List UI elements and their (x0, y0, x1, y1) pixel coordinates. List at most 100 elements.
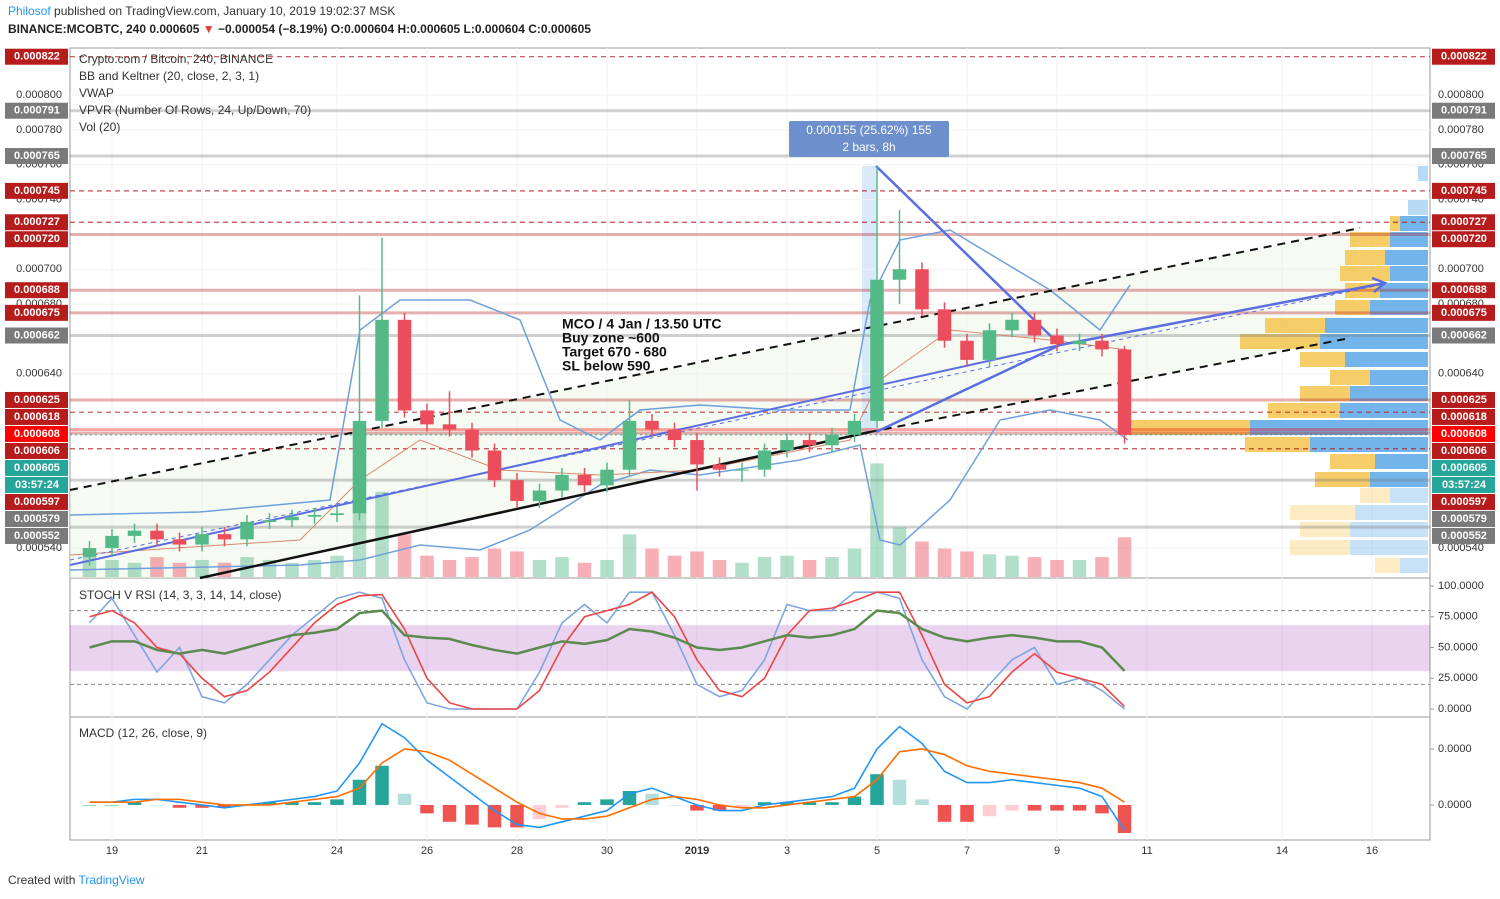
histogram-bar (1005, 804, 1019, 811)
channel-fill (70, 228, 1360, 578)
volume-bar (127, 562, 142, 577)
volume-bar (285, 562, 299, 577)
trend-line (69, 344, 1061, 566)
price-box-label: 0.000625 (1441, 394, 1487, 406)
price-box (1432, 48, 1495, 65)
volume-bar (420, 555, 434, 577)
series-line (89, 609, 1126, 672)
candle-body (1005, 319, 1019, 331)
price-box (5, 304, 68, 321)
candle-body (600, 469, 614, 486)
price-box (5, 214, 68, 231)
footer-brand: TradingView (78, 873, 145, 887)
price-box (1432, 408, 1495, 425)
candle-body (150, 530, 164, 540)
volume-bar (892, 527, 907, 577)
volume-bar (1072, 559, 1087, 577)
symbol: BINANCE:MCOBTC, 240 (8, 22, 147, 36)
idea-text: Buy zone ~600 (562, 330, 660, 346)
volume-bar (465, 557, 479, 577)
histogram-bar (960, 804, 974, 822)
profile-down (1375, 454, 1428, 469)
histogram-bar (892, 779, 907, 805)
volume-bar (870, 463, 884, 577)
candle-body (487, 450, 502, 481)
price-box-label: 0.000597 (14, 496, 60, 508)
price-box (5, 102, 68, 119)
price-box-label: 0.000608 (14, 428, 60, 440)
profile-up (1300, 352, 1345, 367)
histogram-bar (1095, 804, 1109, 814)
y-tick-label: 0.000780 (16, 124, 62, 136)
price-box-label: 0.000822 (1441, 51, 1487, 63)
symbol-line: BINANCE:MCOBTC, 240 0.000605 ▼ −0.000054… (8, 22, 591, 36)
histogram-bar (172, 804, 187, 808)
candles (82, 166, 1132, 566)
volume-bar (442, 559, 457, 577)
candle-body (397, 319, 412, 411)
levels (70, 56, 1430, 529)
candle-body (937, 309, 952, 341)
ohlc: O:0.000604 H:0.000605 L:0.000604 C:0.000… (330, 22, 591, 36)
volume-bar (712, 559, 727, 577)
channel-upper (69, 227, 1361, 491)
x-tick-label: 2019 (685, 845, 709, 857)
histogram-bar (285, 802, 299, 805)
volume-bar (802, 559, 817, 577)
price-box (5, 231, 68, 248)
price-box-label: 0.000608 (1441, 428, 1487, 440)
x-tick-label: 5 (874, 845, 880, 857)
volume-bar (780, 555, 794, 577)
histogram-bar (397, 793, 412, 805)
profile-down (1408, 200, 1428, 215)
candle-body (82, 548, 97, 557)
price-box (5, 148, 68, 165)
rsi-band (69, 624, 1431, 672)
x-tick-label: 7 (964, 845, 970, 857)
volume-bar (397, 534, 412, 577)
volume-bar (690, 551, 704, 577)
profile-down (1350, 522, 1428, 537)
profile-up (1335, 300, 1370, 315)
price-box-label: 0.000579 (1441, 513, 1487, 525)
volume-bar (757, 557, 772, 577)
measure-text: 2 bars, 8h (842, 140, 895, 154)
price-box (5, 476, 68, 493)
candle-body (442, 424, 457, 430)
x-tick-label: 21 (196, 845, 208, 857)
histogram-bar (262, 802, 277, 805)
price-box (1432, 493, 1495, 510)
profile-down (1400, 216, 1428, 231)
candle-body (667, 429, 682, 441)
x-tick-label: 9 (1054, 845, 1060, 857)
price-box-label: 0.000765 (1441, 150, 1487, 162)
price-box-label: 0.000552 (14, 530, 60, 542)
y-tick-label: 100.0000 (1438, 580, 1484, 592)
candle-body (915, 269, 929, 310)
profile-up (1350, 232, 1390, 247)
profile-up (1345, 250, 1385, 265)
published: published on TradingView.com, January 10… (54, 4, 396, 18)
bollinger-lower (69, 409, 1129, 571)
y-tick-label: 25.0000 (1438, 672, 1478, 684)
price-box-label: 0.000727 (14, 216, 60, 228)
panel-title: STOCH V RSI (14, 3, 3, 14, 14, close) (79, 588, 282, 602)
price-box-label: 0.000791 (1441, 105, 1487, 117)
histogram-bar (105, 804, 119, 806)
price-box (5, 527, 68, 544)
histogram-bar (802, 802, 817, 805)
volume-bar (1027, 557, 1042, 577)
histogram-bar (1027, 804, 1042, 811)
panel-title: MACD (12, 26, close, 9) (79, 726, 207, 740)
y-tick-label: 0.000540 (16, 542, 62, 554)
volume-bar (555, 557, 569, 577)
histogram-bar (780, 802, 794, 805)
volume-bar (667, 555, 682, 577)
price-box (1432, 391, 1495, 408)
price-box-label: 0.000720 (14, 233, 60, 245)
candle-body (375, 319, 389, 421)
y-tick-label: 0.000780 (1438, 124, 1484, 136)
volume-bar (847, 548, 862, 577)
profile-down (1370, 300, 1428, 315)
series-line (89, 748, 1125, 820)
